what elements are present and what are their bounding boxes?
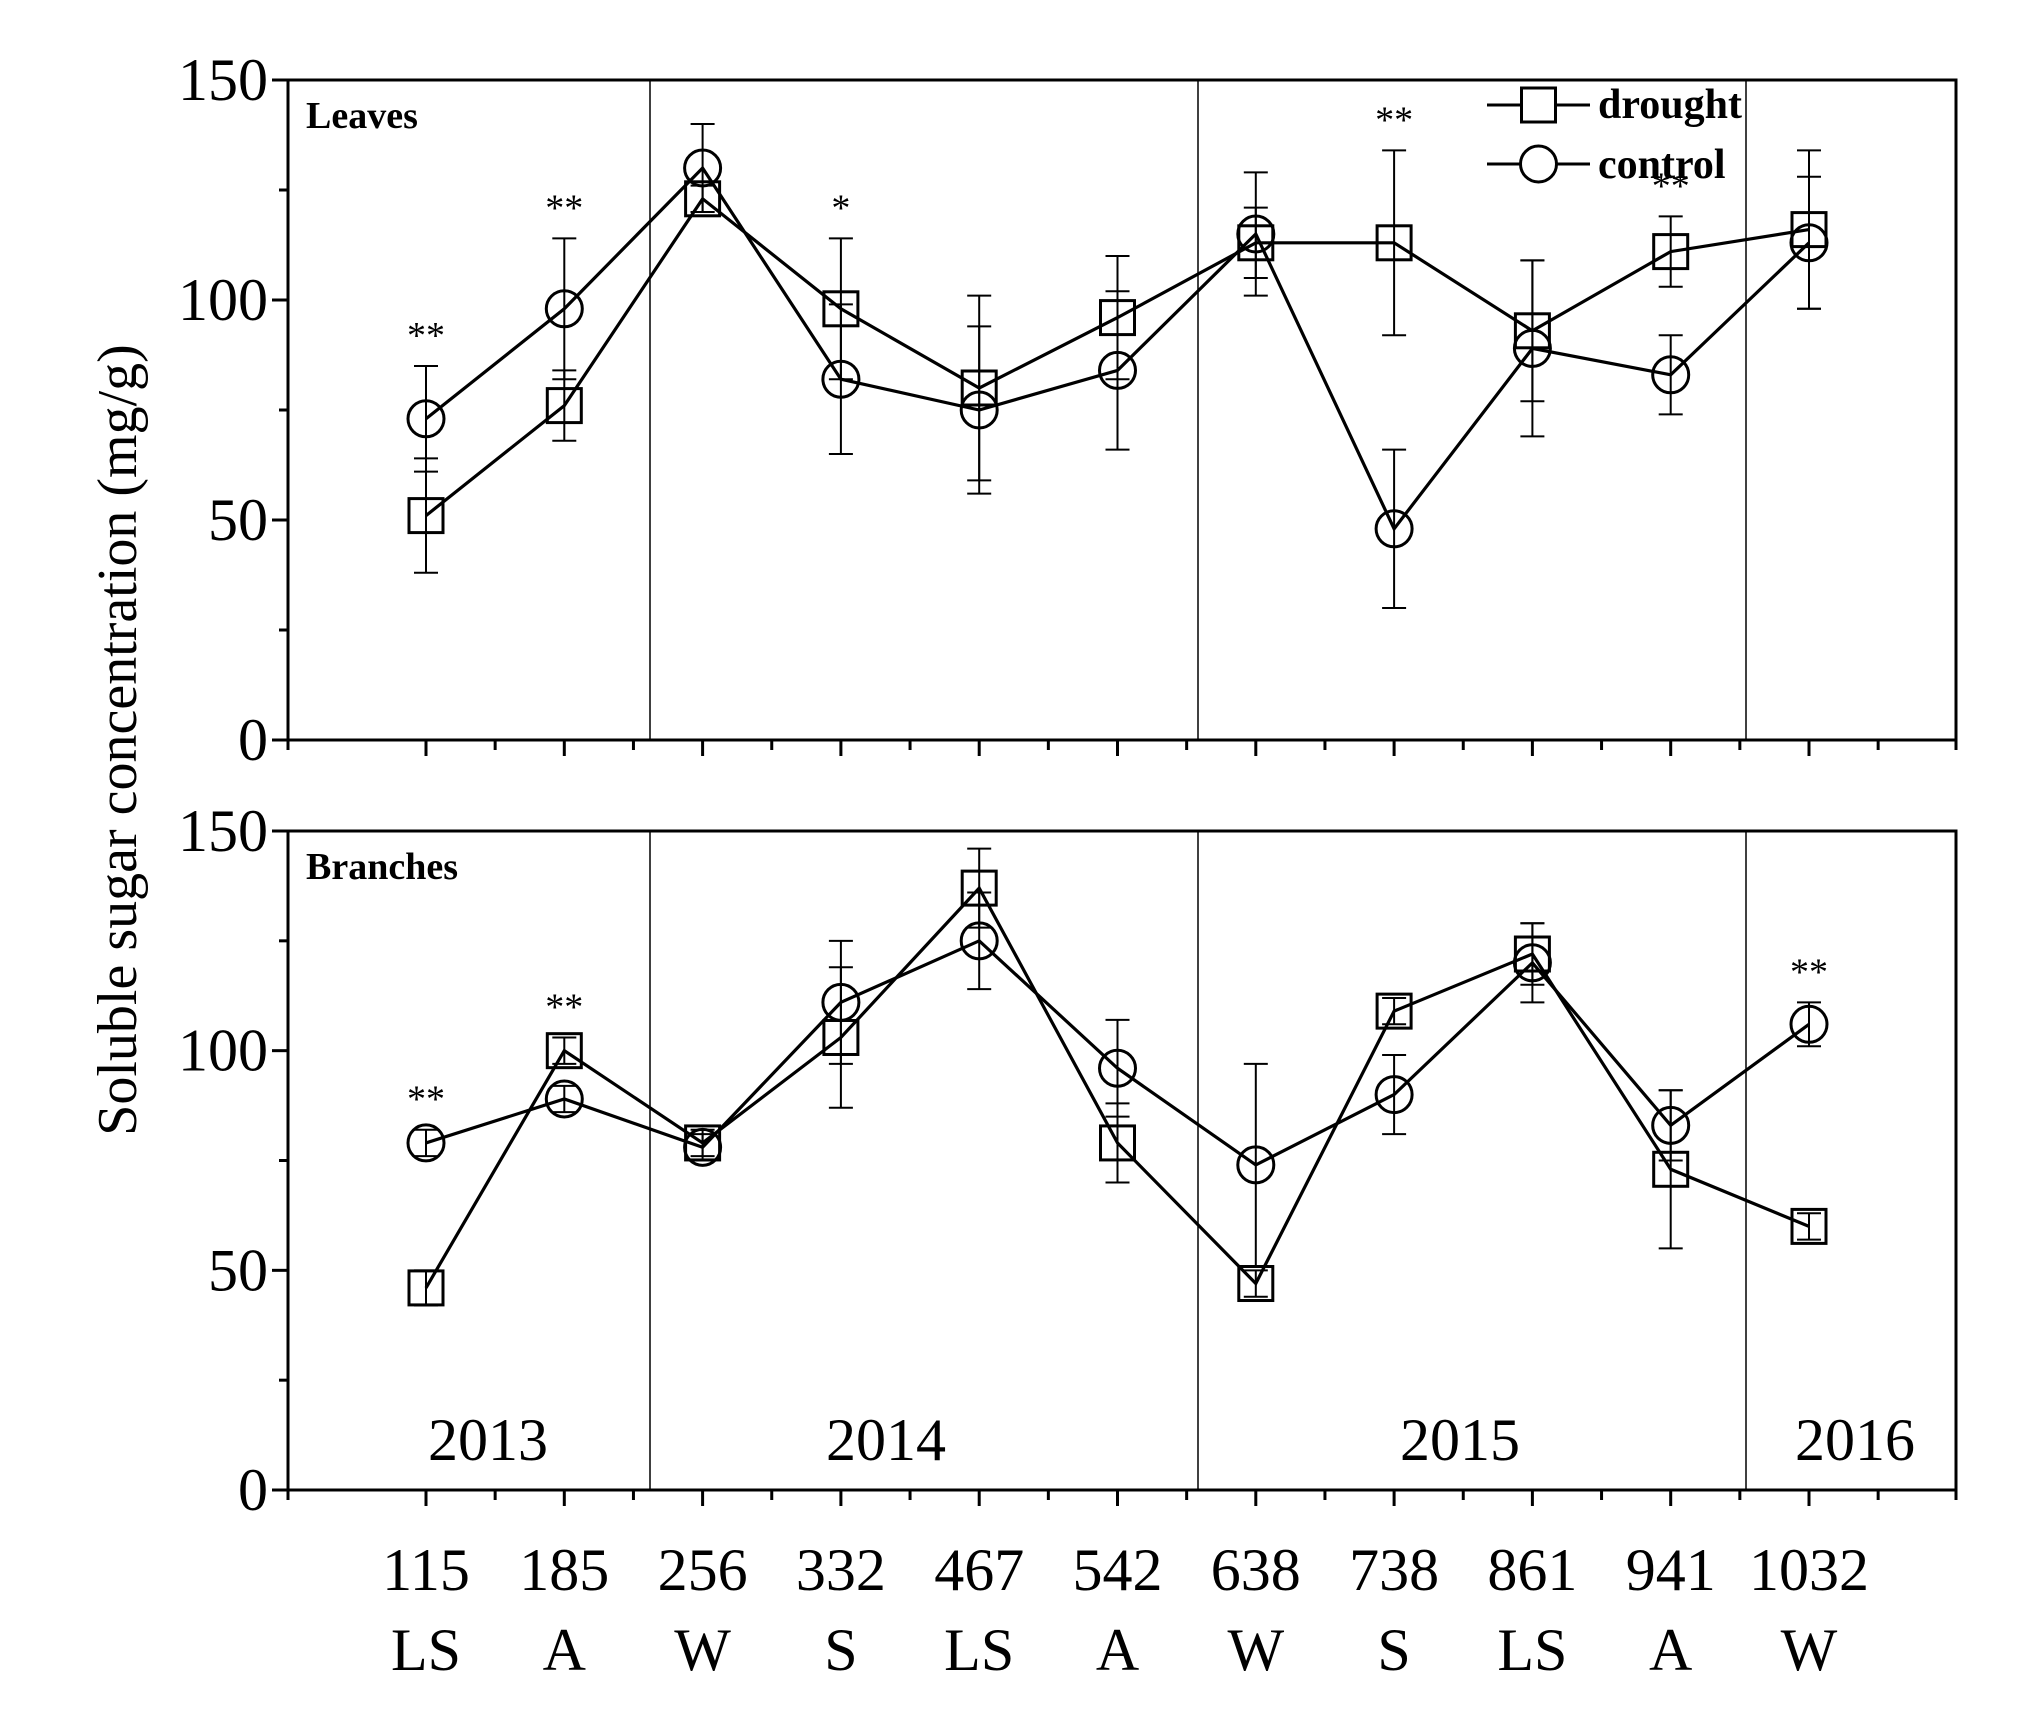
season-label: LS	[391, 1617, 461, 1683]
significance-label: **	[1375, 99, 1413, 141]
significance-label: **	[545, 187, 583, 229]
drought-marker	[545, 387, 583, 425]
season-label: A	[1096, 1617, 1139, 1683]
season-label: S	[1377, 1617, 1410, 1683]
x-tick-label: 256	[658, 1537, 748, 1603]
drought-marker	[1513, 312, 1551, 350]
y-tick-label: 100	[178, 1018, 268, 1084]
y-tick-label: 50	[208, 487, 268, 553]
panel-title-branches: Branches	[306, 846, 458, 888]
y-tick-label: 50	[208, 1237, 268, 1303]
year-label-2016: 2016	[1795, 1407, 1915, 1473]
control-marker	[1374, 1075, 1414, 1115]
data-layer: drought control	[406, 82, 1829, 1307]
drought-marker	[545, 1032, 583, 1070]
control-marker	[406, 399, 446, 439]
drought-marker	[684, 180, 722, 218]
control-marker	[1098, 1048, 1137, 1088]
drought-marker	[407, 1269, 445, 1307]
control-marker	[683, 148, 723, 188]
control-marker	[1789, 1004, 1829, 1044]
year-label-2015: 2015	[1400, 1407, 1520, 1473]
legend-control-marker	[1519, 144, 1558, 184]
y-tick-label: 0	[238, 1457, 268, 1523]
significance-label: **	[1790, 951, 1828, 993]
axes-layer	[272, 78, 1958, 1506]
year-label-2014: 2014	[826, 1407, 946, 1473]
season-label: A	[1649, 1617, 1692, 1683]
y-axis-label: Soluble sugar concentration (mg/g)	[87, 344, 149, 1136]
control-marker	[959, 390, 999, 430]
drought-marker	[1790, 1207, 1828, 1245]
x-tick-label: 861	[1487, 1537, 1577, 1603]
significance-label: **	[407, 315, 445, 357]
x-tick-label: 638	[1211, 1537, 1301, 1603]
x-tick-label: 115	[382, 1537, 470, 1603]
drought-marker	[1099, 1124, 1136, 1162]
significance-label: **	[407, 1079, 445, 1121]
drought-marker	[822, 1018, 860, 1056]
drought-marker	[1099, 299, 1136, 337]
control-marker	[1236, 214, 1276, 254]
text-layer: Soluble sugar concentration (mg/g) 0 50 10…	[87, 47, 1915, 1683]
season-label: A	[543, 1617, 586, 1683]
legend-drought-label: drought	[1598, 82, 1742, 128]
drought-marker	[1790, 211, 1828, 249]
season-label: W	[1227, 1617, 1284, 1683]
season-label: W	[1781, 1617, 1838, 1683]
control-marker	[821, 982, 861, 1022]
control-marker	[1789, 223, 1829, 263]
drought-marker	[1375, 224, 1413, 262]
drought-marker	[1237, 1265, 1275, 1303]
control-marker	[959, 921, 999, 961]
x-tick-label: 467	[934, 1537, 1024, 1603]
control-marker	[544, 289, 584, 329]
control-marker	[544, 1079, 584, 1119]
x-tick-label: 738	[1349, 1537, 1439, 1603]
control-marker	[1651, 355, 1691, 395]
y-tick-label: 100	[178, 267, 268, 333]
significance-label: **	[1652, 165, 1690, 207]
control-marker	[1512, 328, 1552, 368]
x-tick-label: 542	[1073, 1537, 1163, 1603]
control-marker	[1512, 943, 1552, 983]
drought-marker	[1652, 1150, 1690, 1188]
legend-control-label: control	[1598, 142, 1726, 188]
control-marker	[1651, 1105, 1691, 1145]
drought-marker	[960, 369, 998, 407]
year-label-2013: 2013	[428, 1407, 548, 1473]
y-tick-label: 0	[238, 707, 268, 773]
y-tick-label: 150	[178, 47, 268, 113]
y-tick-label: 150	[178, 798, 268, 864]
drought-marker	[407, 497, 445, 535]
control-marker	[1374, 509, 1414, 549]
drought-marker	[822, 290, 860, 328]
control-marker	[821, 359, 861, 399]
control-marker	[683, 1127, 723, 1167]
season-label: W	[674, 1617, 731, 1683]
season-label: S	[824, 1617, 857, 1683]
drought-marker	[1375, 992, 1413, 1030]
legend-drought-marker	[1520, 86, 1557, 124]
x-tick-label: 941	[1626, 1537, 1716, 1603]
x-tick-label: 332	[796, 1537, 886, 1603]
season-label: LS	[1497, 1617, 1567, 1683]
x-tick-label: 1032	[1749, 1537, 1869, 1603]
control-marker	[406, 1123, 446, 1163]
significance-label: **	[545, 986, 583, 1028]
drought-marker	[960, 869, 998, 907]
control-marker	[1236, 1145, 1276, 1185]
significance-label: *	[831, 187, 850, 229]
drought-marker	[1652, 233, 1690, 271]
legend: drought control	[1487, 82, 1742, 188]
season-label: LS	[944, 1617, 1014, 1683]
control-marker	[1098, 350, 1137, 390]
panel-title-leaves: Leaves	[306, 95, 418, 137]
x-tick-label: 185	[519, 1537, 609, 1603]
